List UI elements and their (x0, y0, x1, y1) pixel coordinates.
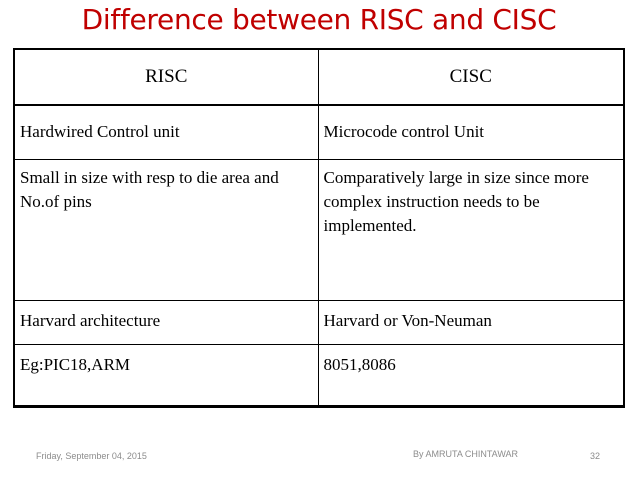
table-cell: Microcode control Unit (317, 104, 625, 160)
cell-text: Microcode control Unit (323, 122, 485, 141)
header-risc: RISC (13, 48, 319, 106)
table-cell: Small in size with resp to die area and … (13, 159, 319, 301)
footer-author: By AMRUTA CHINTAWAR (413, 449, 519, 459)
page-number: 32 (590, 451, 601, 461)
table-row: Hardwired Control unit Microcode control… (13, 104, 625, 160)
comparison-table: RISC CISC Hardwired Control unit Microco… (13, 48, 625, 408)
cell-text: Comparatively large in size since more c… (323, 168, 589, 235)
table-cell: Hardwired Control unit (13, 104, 319, 160)
slide-title: Difference between RISC and CISC (81, 3, 557, 36)
cell-text: Eg:PIC18,ARM (20, 355, 131, 374)
table-cell: Harvard or Von-Neuman (317, 300, 625, 345)
footer-date: Friday, September 04, 2015 (36, 451, 147, 461)
table-row: Harvard architecture Harvard or Von-Neum… (13, 300, 625, 345)
table-cell: 8051,8086 (317, 344, 625, 407)
cell-text: Hardwired Control unit (20, 122, 180, 141)
cell-text: Harvard or Von-Neuman (323, 311, 492, 330)
cell-text: Small in size with resp to die area and … (20, 168, 279, 211)
table-cell: Eg:PIC18,ARM (13, 344, 319, 407)
cell-text: Harvard architecture (20, 311, 161, 330)
table-header-row: RISC CISC (13, 48, 625, 106)
table-row: Small in size with resp to die area and … (13, 159, 625, 301)
cell-text: 8051,8086 (323, 355, 396, 374)
header-cisc: CISC (317, 48, 625, 106)
table-cell: Harvard architecture (13, 300, 319, 345)
table-cell: Comparatively large in size since more c… (317, 159, 625, 301)
table-row: Eg:PIC18,ARM 8051,8086 (13, 344, 625, 407)
